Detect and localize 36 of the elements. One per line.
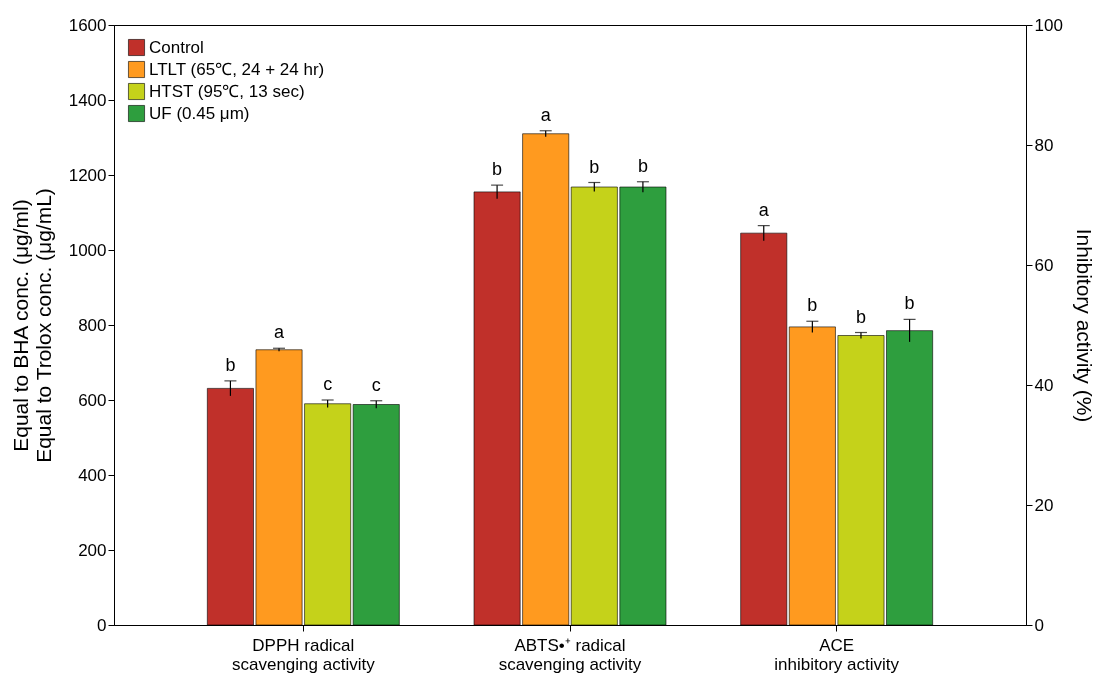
y-tick-label: 0 — [97, 615, 107, 635]
legend-label: LTLT (65℃, 24 + 24 hr) — [149, 59, 325, 79]
y-tick-label: 1200 — [68, 165, 107, 185]
data-label: a — [540, 104, 552, 125]
legend-label: UF (0.45 μm) — [149, 103, 250, 123]
y-tick-label: 600 — [78, 390, 107, 410]
data-label: b — [855, 306, 866, 327]
data-label: a — [758, 199, 770, 220]
x-tick-label: DPPH radical scavenging activity — [231, 635, 376, 674]
legend-label: Control — [149, 37, 204, 57]
y-tick-label: 1600 — [68, 15, 107, 35]
y-tick-label: 200 — [78, 540, 107, 560]
data-label: b — [807, 295, 818, 316]
data-label: b — [637, 155, 648, 176]
y2-tick-label: 40 — [1034, 375, 1054, 395]
data-label: b — [492, 159, 503, 180]
y-tick-label: 1000 — [68, 240, 107, 260]
y-tick-label: 400 — [78, 465, 107, 485]
y2-tick-label: 20 — [1034, 495, 1054, 515]
y2-axis-title: Inhibitory activity (%) — [1072, 228, 1096, 423]
data-label: a — [274, 322, 286, 343]
x-tick-label: ABTS•⁺ radical scavenging activity — [498, 635, 642, 674]
data-label: b — [904, 293, 915, 314]
y-axis-title: Equal to BHA conc. (μg/ml) Equal to Trolox conc. (μg/mL) — [8, 188, 55, 463]
x-tick-label: ACE inhibitory activity — [774, 635, 900, 674]
y-tick-label: 800 — [78, 315, 107, 335]
y2-tick-label: 80 — [1034, 135, 1054, 155]
legend-label: HTST (95℃, 13 sec) — [149, 81, 305, 101]
data-label: b — [225, 354, 236, 375]
y2-tick-label: 0 — [1034, 615, 1044, 635]
data-label: c — [371, 374, 381, 395]
y2-tick-label: 100 — [1034, 15, 1063, 35]
data-label: b — [589, 156, 600, 177]
y-tick-label: 1400 — [68, 90, 107, 110]
y2-tick-label: 60 — [1034, 255, 1054, 275]
data-label: c — [323, 374, 333, 394]
